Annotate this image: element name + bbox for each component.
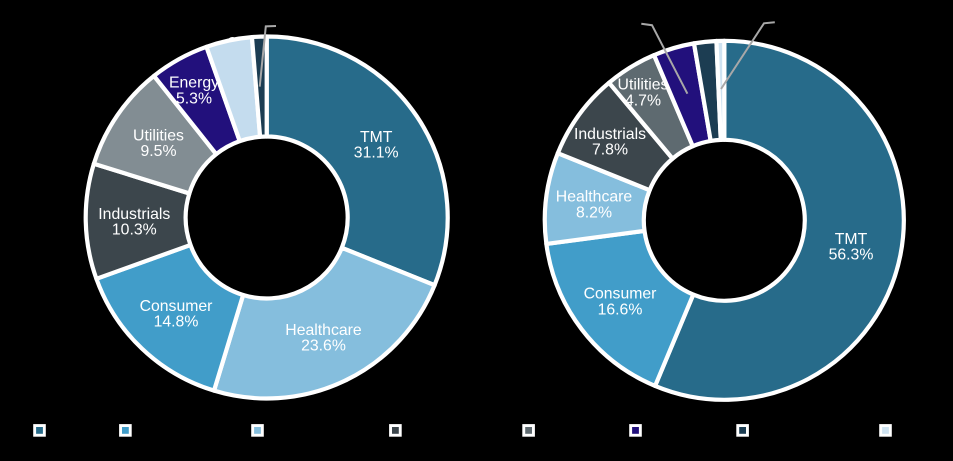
svg-text:Industrials: Industrials bbox=[574, 126, 646, 143]
svg-text:TMT: TMT bbox=[835, 231, 868, 248]
svg-text:Consumer: Consumer bbox=[584, 286, 657, 303]
svg-text:Industrials: Industrials bbox=[98, 206, 170, 223]
svg-text:Utilities: Utilities bbox=[133, 127, 184, 144]
svg-text:Healthcare: Healthcare bbox=[556, 189, 633, 206]
svg-text:8.2%: 8.2% bbox=[576, 204, 612, 221]
svg-text:TMT: TMT bbox=[360, 129, 393, 146]
svg-text:14.8%: 14.8% bbox=[154, 314, 199, 331]
svg-text:4.7%: 4.7% bbox=[625, 93, 661, 110]
svg-text:Energy: Energy bbox=[169, 75, 219, 92]
svg-text:Healthcare: Healthcare bbox=[285, 322, 362, 339]
svg-text:16.6%: 16.6% bbox=[598, 301, 643, 318]
svg-text:31.1%: 31.1% bbox=[354, 145, 399, 162]
svg-text:Consumer: Consumer bbox=[140, 298, 213, 315]
svg-text:23.6%: 23.6% bbox=[301, 338, 346, 355]
svg-text:56.3%: 56.3% bbox=[829, 247, 874, 264]
svg-text:Utilities: Utilities bbox=[618, 77, 669, 94]
svg-text:9.5%: 9.5% bbox=[140, 143, 176, 160]
svg-text:5.3%: 5.3% bbox=[176, 91, 212, 108]
svg-text:7.8%: 7.8% bbox=[592, 142, 628, 159]
svg-text:10.3%: 10.3% bbox=[112, 222, 157, 239]
